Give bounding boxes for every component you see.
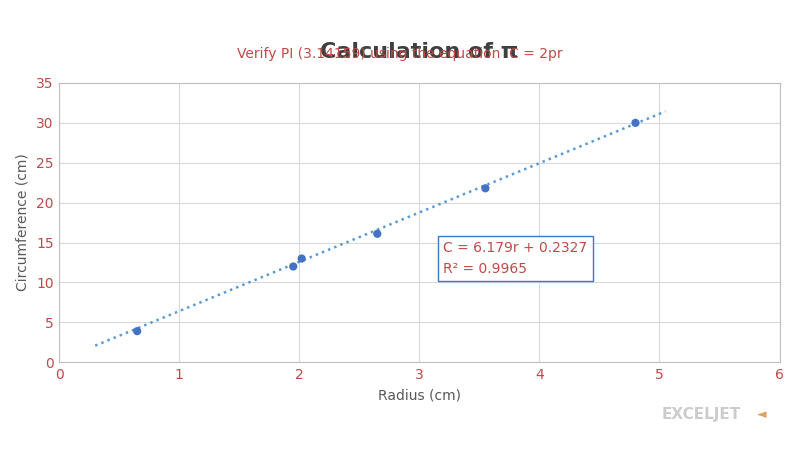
Y-axis label: Circumference (cm): Circumference (cm)	[15, 154, 29, 291]
Text: Verify PI (3.14159) using the equation  C = 2pr: Verify PI (3.14159) using the equation C…	[237, 47, 562, 61]
Title: Calculation of π: Calculation of π	[320, 42, 519, 62]
Point	[131, 328, 144, 335]
Text: EXCELJET: EXCELJET	[662, 407, 741, 422]
X-axis label: Radius (cm): Radius (cm)	[378, 389, 461, 403]
Point	[287, 263, 300, 270]
Text: C = 6.179r + 0.2327
R² = 0.9965: C = 6.179r + 0.2327 R² = 0.9965	[443, 241, 587, 276]
Point	[629, 119, 642, 127]
Point	[479, 185, 491, 192]
Point	[371, 230, 384, 238]
Point	[296, 255, 308, 262]
Text: ◄: ◄	[757, 408, 766, 421]
